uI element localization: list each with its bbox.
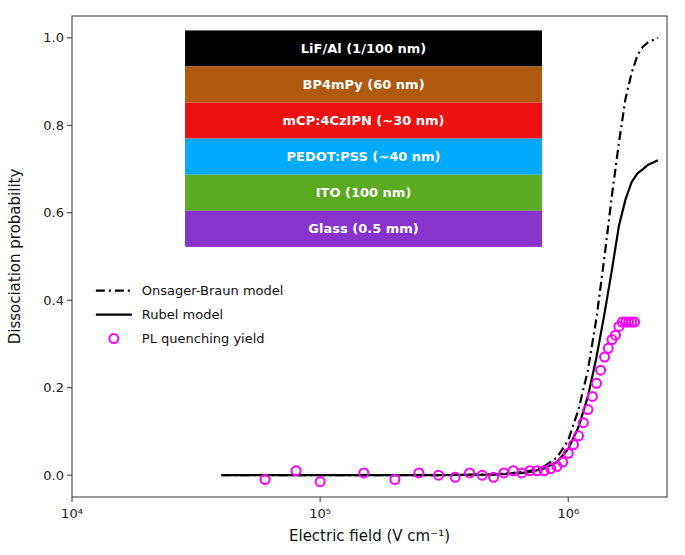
data-point xyxy=(583,405,592,414)
x-tick-label: 10⁴ xyxy=(61,506,83,521)
data-point xyxy=(414,468,423,477)
y-tick-label: 0.4 xyxy=(43,293,64,308)
legend-swatch xyxy=(96,313,132,315)
y-tick xyxy=(67,125,72,126)
layer-box xyxy=(185,30,542,66)
data-point xyxy=(316,477,325,486)
layer-box xyxy=(185,67,542,103)
x-axis-label: Electric field (V cm⁻¹) xyxy=(289,527,450,545)
layer-label: ITO (100 nm) xyxy=(316,185,412,200)
data-point xyxy=(630,318,639,327)
y-tick xyxy=(67,212,72,213)
y-tick xyxy=(67,37,72,38)
data-point xyxy=(611,331,620,340)
data-point xyxy=(600,353,609,362)
data-point xyxy=(359,468,368,477)
legend-label: Onsager-Braun model xyxy=(142,283,284,298)
layer-label: mCP:4CzIPN (~30 nm) xyxy=(283,113,445,128)
plot-area xyxy=(221,38,658,486)
y-tick xyxy=(67,387,72,388)
layer-label: LiF/Al (1/100 nm) xyxy=(301,41,427,56)
legend-label: PL quenching yield xyxy=(142,331,265,346)
layer-box xyxy=(185,175,542,211)
x-tick xyxy=(72,497,73,502)
data-point xyxy=(604,344,613,353)
legend: Onsager-Braun model Rubel model PL quenchi… xyxy=(96,283,284,346)
data-point xyxy=(579,418,588,427)
data-point xyxy=(499,468,508,477)
y-axis-label: Dissociation probability xyxy=(6,169,24,345)
x-tick xyxy=(568,497,569,502)
layer-box xyxy=(185,139,542,175)
model-line xyxy=(221,38,658,475)
data-point xyxy=(596,366,605,375)
data-point xyxy=(261,475,270,484)
layer-label: PEDOT:PSS (~40 nm) xyxy=(287,149,441,164)
y-tick-label: 0.2 xyxy=(43,380,64,395)
data-point xyxy=(390,475,399,484)
x-tick-label: 10⁶ xyxy=(557,506,579,521)
x-tick xyxy=(320,497,321,502)
y-tick xyxy=(67,475,72,476)
data-point xyxy=(451,473,460,482)
data-point xyxy=(558,458,567,467)
data-point xyxy=(574,431,583,440)
legend-label: Rubel model xyxy=(142,307,223,322)
data-point xyxy=(478,471,487,480)
legend-swatch xyxy=(96,289,132,291)
layer-box xyxy=(185,103,542,139)
y-tick-label: 0.6 xyxy=(43,205,64,220)
y-tick-label: 0.0 xyxy=(43,468,64,483)
layer-box xyxy=(185,211,542,247)
data-point xyxy=(509,466,518,475)
data-point xyxy=(434,471,443,480)
data-point xyxy=(292,466,301,475)
layer-label: Glass (0.5 mm) xyxy=(308,221,418,236)
y-tick-label: 1.0 xyxy=(43,30,64,45)
plot-frame xyxy=(72,16,667,497)
data-point xyxy=(564,449,573,458)
legend-swatch xyxy=(109,334,118,343)
data-point xyxy=(588,392,597,401)
chart: 10⁴ 10⁵ 10⁶ 0.0 0.2 0.4 0.6 0.8 1.0 Electric fiel… xyxy=(0,0,685,555)
data-point xyxy=(569,440,578,449)
y-tick xyxy=(67,300,72,301)
data-point xyxy=(465,468,474,477)
model-line xyxy=(221,160,658,475)
x-tick-label: 10⁵ xyxy=(309,506,331,521)
device-stack: LiF/Al (1/100 nm) BP4mPy (60 nm) mCP:4CzIP… xyxy=(185,30,542,246)
data-point xyxy=(592,379,601,388)
layer-label: BP4mPy (60 nm) xyxy=(302,77,424,92)
data-point xyxy=(489,473,498,482)
y-tick-label: 0.8 xyxy=(43,118,64,133)
